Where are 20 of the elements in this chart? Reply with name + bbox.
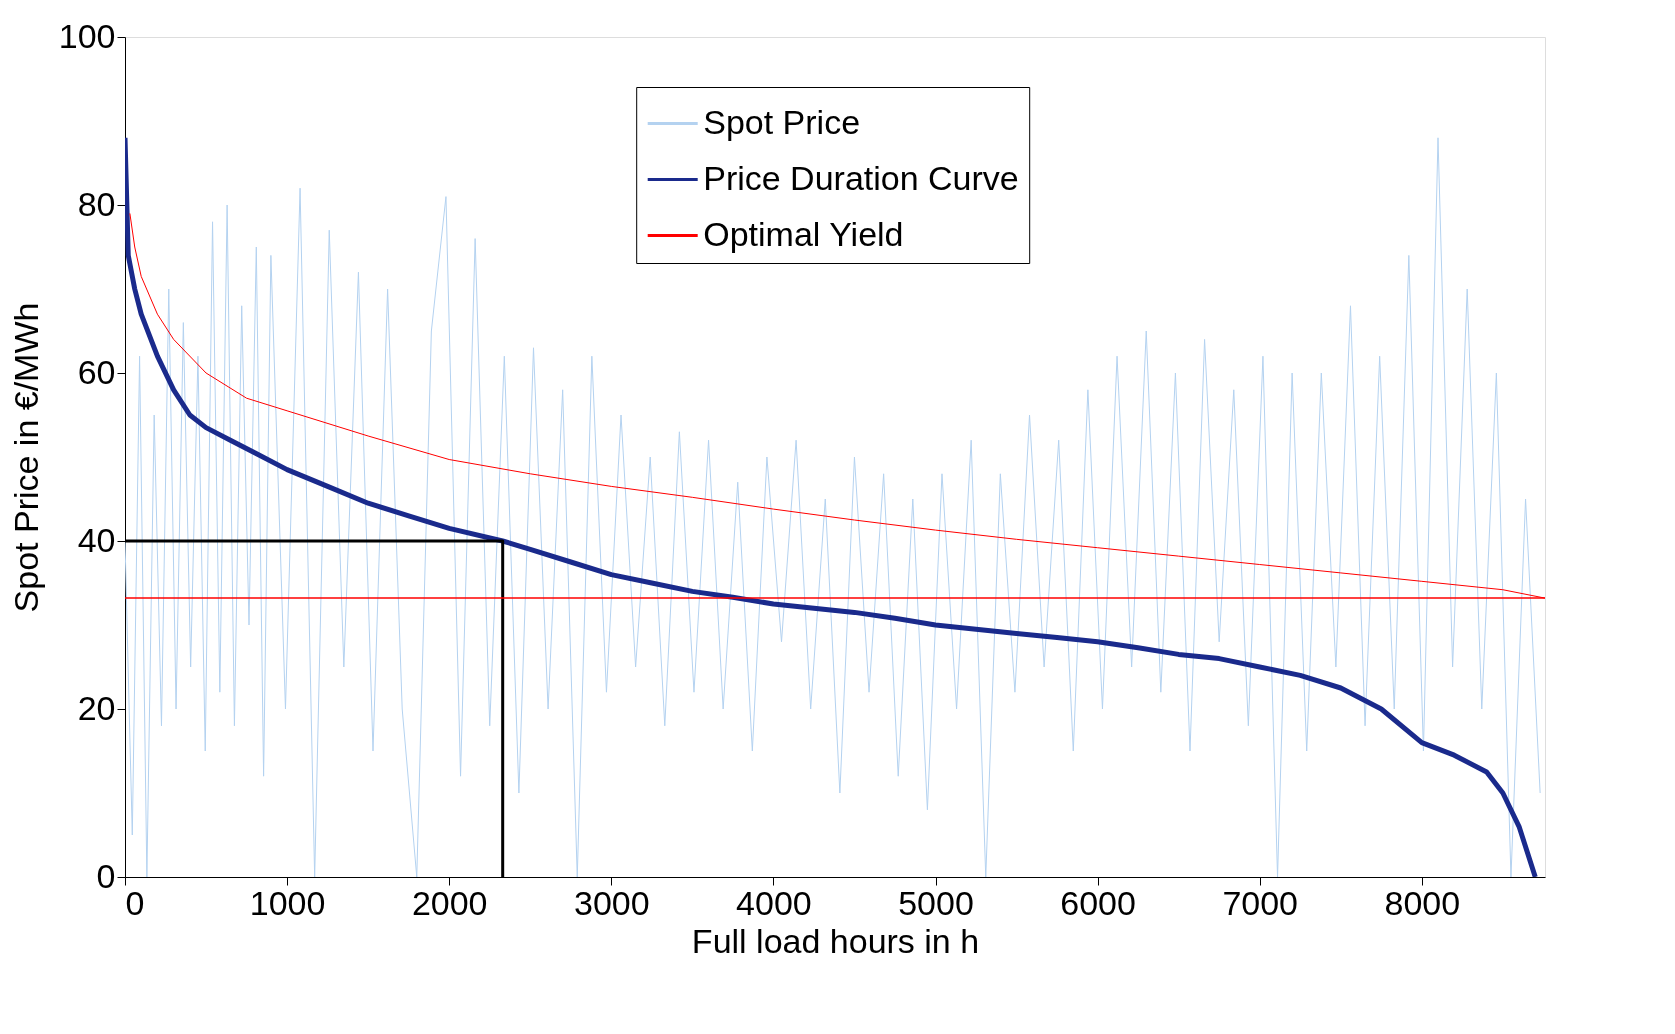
- x-axis-title: Full load hours in h: [691, 921, 980, 960]
- x-tick-label: 8000: [1384, 883, 1461, 922]
- y-tick-label: 60: [77, 352, 116, 391]
- y-tick-label: 0: [96, 856, 116, 895]
- legend-label: Optimal Yield: [703, 214, 904, 253]
- x-tick-label: 0: [125, 883, 145, 922]
- y-tick-label: 80: [77, 184, 116, 223]
- y-tick-label: 40: [77, 520, 116, 559]
- y-tick-label: 20: [77, 688, 116, 727]
- x-tick-label: 4000: [736, 883, 812, 922]
- y-axis-title: Spot Price in €/MWh: [6, 302, 45, 613]
- legend-label: Price Duration Curve: [703, 158, 1019, 197]
- x-tick-label: 5000: [898, 883, 974, 922]
- y-tick-label: 100: [58, 16, 116, 55]
- x-tick-label: 1000: [249, 883, 326, 922]
- x-tick-label: 2000: [411, 883, 488, 922]
- x-tick-label: 3000: [573, 883, 650, 922]
- x-tick-label: 7000: [1222, 883, 1299, 922]
- x-tick-label: 6000: [1060, 883, 1136, 922]
- legend-label: Spot Price: [703, 102, 861, 141]
